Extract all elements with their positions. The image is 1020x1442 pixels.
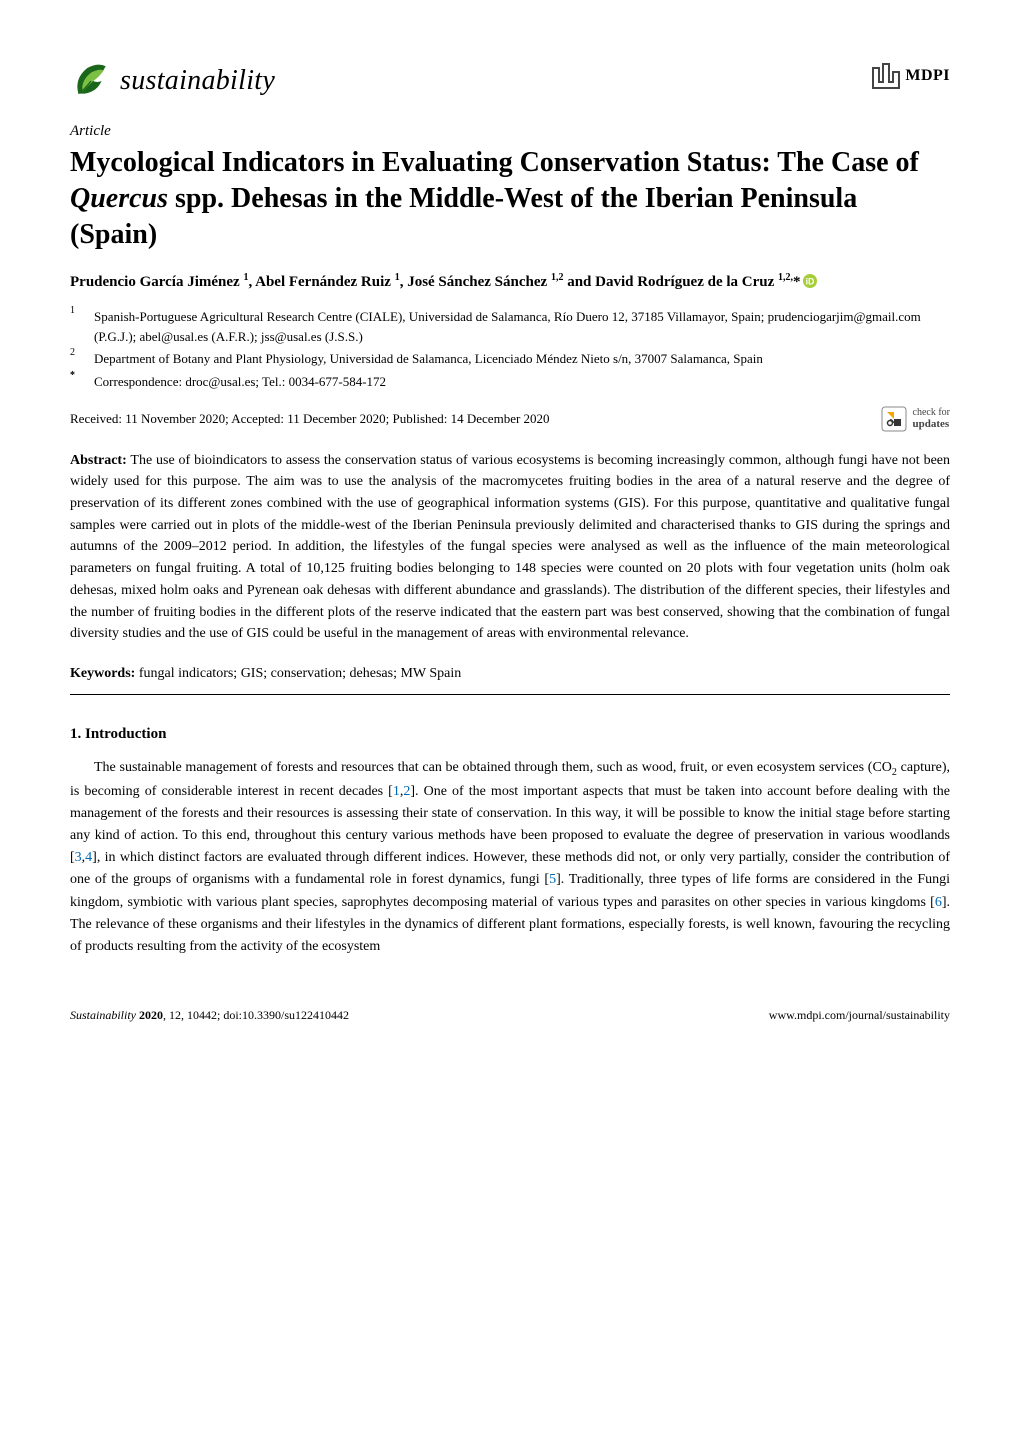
header-row: sustainability MDPI <box>70 60 950 102</box>
footer-journal: Sustainability <box>70 1008 136 1022</box>
section-1-heading: 1. Introduction <box>70 723 950 746</box>
footer-left: Sustainability 2020, 12, 10442; doi:10.3… <box>70 1006 349 1024</box>
footer-right: www.mdpi.com/journal/sustainability <box>769 1006 950 1024</box>
svg-text:iD: iD <box>805 276 814 286</box>
affiliation-1: 1 Spanish-Portuguese Agricultural Resear… <box>70 307 950 347</box>
page-footer: Sustainability 2020, 12, 10442; doi:10.3… <box>70 1000 950 1024</box>
leaf-icon <box>70 60 112 102</box>
intro-paragraph: The sustainable management of forests an… <box>70 757 950 957</box>
footer-rest: , 12, 10442; doi:10.3390/su122410442 <box>163 1008 349 1022</box>
check-updates-text: check for updates <box>913 407 950 430</box>
authors-text: Prudencio García Jiménez 1, Abel Fernánd… <box>70 274 801 290</box>
keywords-text: fungal indicators; GIS; conservation; de… <box>139 666 461 681</box>
mdpi-mark-icon <box>869 60 901 92</box>
orcid-icon[interactable]: iD <box>803 274 817 288</box>
title-pre: Mycological Indicators in Evaluating Con… <box>70 147 919 178</box>
abstract-label: Abstract: <box>70 453 127 468</box>
abstract-text: The use of bioindicators to assess the c… <box>70 453 950 642</box>
affil-text-2: Department of Botany and Plant Physiolog… <box>94 349 950 369</box>
correspondence-text: Correspondence: droc@usal.es; Tel.: 0034… <box>94 372 950 392</box>
received-dates: Received: 11 November 2020; Accepted: 11… <box>70 409 550 429</box>
affiliations: 1 Spanish-Portuguese Agricultural Resear… <box>70 307 950 392</box>
correspondence-mark: * <box>70 368 80 388</box>
keywords-label: Keywords: <box>70 666 135 681</box>
check-line1: check for <box>913 407 950 418</box>
journal-name: sustainability <box>120 60 275 102</box>
affil-text-1: Spanish-Portuguese Agricultural Research… <box>94 307 950 347</box>
publisher-name: MDPI <box>905 64 950 88</box>
publisher-logo: MDPI <box>869 60 950 92</box>
footer-year: 2020 <box>139 1008 163 1022</box>
affil-num-1: 1 <box>70 303 80 343</box>
abstract: Abstract: The use of bioindicators to as… <box>70 450 950 645</box>
divider <box>70 694 950 695</box>
article-title: Mycological Indicators in Evaluating Con… <box>70 145 950 254</box>
dates-row: Received: 11 November 2020; Accepted: 11… <box>70 406 950 432</box>
affil-num-2: 2 <box>70 345 80 365</box>
article-type: Article <box>70 120 950 143</box>
title-post: spp. Dehesas in the Middle-West of the I… <box>70 183 857 250</box>
check-updates-icon <box>881 406 907 432</box>
footer-link[interactable]: www.mdpi.com/journal/sustainability <box>769 1008 950 1022</box>
intro-text: The sustainable management of forests an… <box>70 760 950 953</box>
title-species: Quercus <box>70 183 168 214</box>
authors: Prudencio García Jiménez 1, Abel Fernánd… <box>70 270 950 294</box>
check-line2: updates <box>913 418 950 430</box>
affiliation-2: 2 Department of Botany and Plant Physiol… <box>70 349 950 369</box>
keywords: Keywords: fungal indicators; GIS; conser… <box>70 663 950 684</box>
check-updates-badge[interactable]: check for updates <box>881 406 950 432</box>
correspondence: * Correspondence: droc@usal.es; Tel.: 00… <box>70 372 950 392</box>
journal-logo: sustainability <box>70 60 275 102</box>
